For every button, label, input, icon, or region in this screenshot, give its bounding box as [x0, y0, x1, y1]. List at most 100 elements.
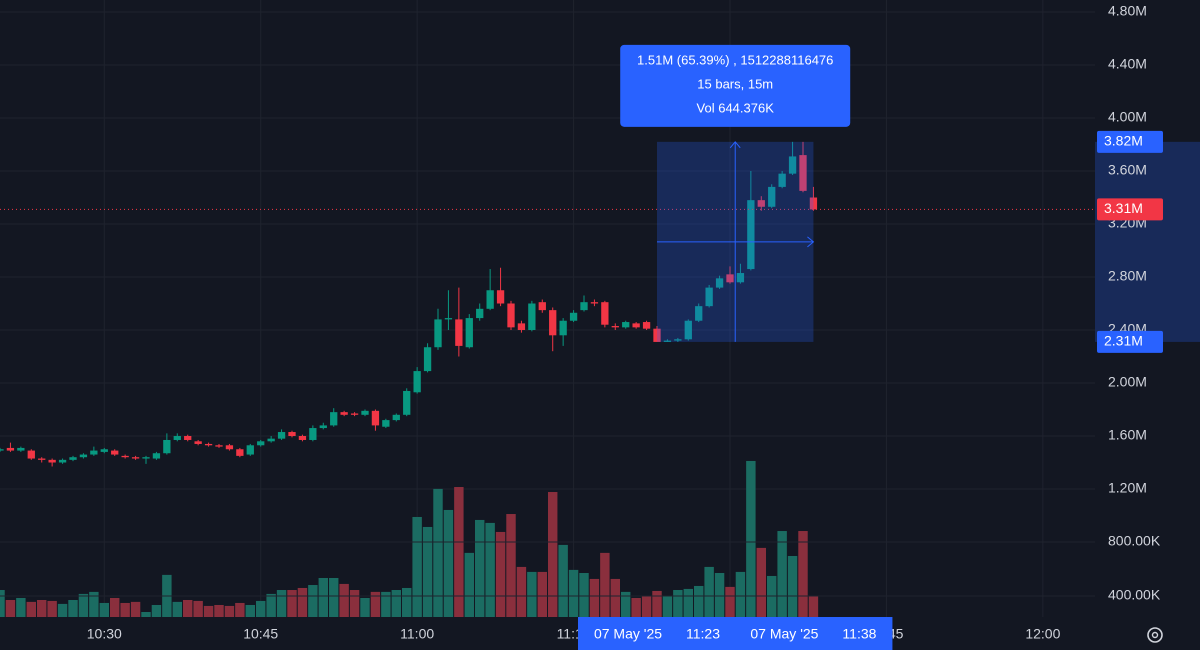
volume-bar — [193, 600, 203, 617]
candle-body — [382, 420, 390, 427]
x-tick-label: 10:30 — [87, 626, 122, 642]
volume-bar — [704, 566, 714, 617]
volume-bar — [235, 602, 245, 617]
candle-body — [48, 459, 56, 463]
candle-body — [413, 371, 421, 393]
candle-body — [142, 457, 150, 459]
volume-bar — [57, 603, 68, 617]
y-tick-label: 4.40M — [1108, 56, 1147, 72]
candle-body — [809, 197, 818, 210]
measure-info-text: 15 bars, 15m — [697, 76, 773, 91]
volume-bar — [130, 601, 141, 617]
volume-bar — [256, 600, 266, 617]
price-tag — [1097, 330, 1163, 353]
volume-bar — [360, 597, 370, 617]
volume-bar — [110, 597, 120, 617]
price-axis — [1095, 0, 1200, 617]
price-tag-label: 3.82M — [1104, 133, 1143, 149]
volume-bar — [412, 516, 422, 617]
volume-bar — [516, 566, 527, 617]
volume-bar — [798, 531, 808, 617]
candle-body — [507, 303, 515, 328]
volume-bar — [266, 593, 276, 617]
candle-body — [27, 450, 35, 459]
candle-body — [528, 303, 536, 331]
volume-bar — [621, 591, 631, 617]
x-tick-label: 10:45 — [243, 626, 278, 642]
candle-body — [319, 425, 327, 429]
volume-bar — [746, 460, 756, 617]
price-tag-label: 2.31M — [1104, 333, 1143, 349]
candle-body — [277, 432, 286, 439]
candle-body — [361, 410, 369, 415]
y2-tick-label: 800.00K — [1108, 533, 1161, 549]
settings-button[interactable] — [1147, 627, 1163, 643]
volume-bar — [349, 590, 360, 617]
volume-bar — [141, 612, 151, 617]
candle-body — [653, 328, 661, 342]
y-tick-label: 2.80M — [1108, 268, 1147, 284]
candle-body — [298, 436, 307, 440]
candle-body — [90, 450, 98, 455]
volume-bar — [370, 591, 381, 617]
candle-body — [465, 318, 473, 348]
volume-bar — [694, 585, 704, 617]
candle-body — [403, 390, 411, 415]
volume-bar — [662, 595, 673, 617]
volume-bar — [89, 591, 99, 617]
candle-body — [684, 320, 692, 340]
candle-body — [622, 322, 630, 328]
candle-body — [204, 443, 213, 446]
candle-body — [0, 449, 4, 451]
volume-bar — [485, 522, 495, 617]
volume-bar — [297, 587, 308, 617]
candle-body — [38, 458, 46, 460]
price-axis-range — [1095, 141, 1200, 342]
time-tag-date: 07 May '25 — [594, 626, 662, 642]
volume-bar — [464, 552, 474, 617]
volume-bar — [339, 583, 349, 617]
candle-body — [569, 312, 578, 321]
volume-bar — [808, 595, 819, 617]
price-tag — [1097, 130, 1163, 153]
candle-body — [496, 290, 505, 304]
candle-body — [225, 445, 234, 450]
time-range — [578, 617, 893, 650]
volume-bar — [756, 547, 766, 617]
candle-body — [538, 302, 546, 311]
y-tick-label: 3.60M — [1108, 162, 1147, 178]
volume-bar — [767, 575, 777, 617]
y-tick-label: 1.60M — [1108, 427, 1147, 443]
candle-body — [486, 290, 494, 309]
candle-body — [580, 302, 588, 311]
candle-body — [100, 449, 108, 452]
settings-button-core — [1151, 631, 1159, 639]
volume-bar — [777, 531, 787, 617]
candle-body — [340, 412, 348, 415]
y-tick-label: 1.20M — [1108, 480, 1147, 496]
volume-bar — [610, 578, 620, 617]
candle-body — [111, 450, 119, 455]
candle-body — [152, 453, 161, 459]
x-tick-label: 11:00 — [400, 626, 434, 642]
measure-arrow-head — [729, 141, 741, 149]
y2-tick-label: 400.00K — [1108, 587, 1161, 603]
volume-bar — [433, 488, 443, 617]
candle-body — [79, 454, 88, 458]
candle-body — [455, 319, 463, 346]
candle-body — [632, 323, 640, 328]
candle-body — [350, 413, 359, 415]
candle-body — [715, 278, 724, 288]
candle-body — [257, 441, 265, 446]
candle-body — [549, 310, 557, 336]
volume-bar — [506, 514, 516, 617]
candle-body — [642, 322, 651, 329]
volume-bar — [454, 487, 464, 617]
x-tick-label: 12:00 — [1025, 626, 1060, 642]
candle-body — [726, 274, 734, 283]
volume-bar — [548, 492, 558, 617]
volume-bar — [568, 569, 579, 617]
volume-bar — [0, 590, 5, 617]
